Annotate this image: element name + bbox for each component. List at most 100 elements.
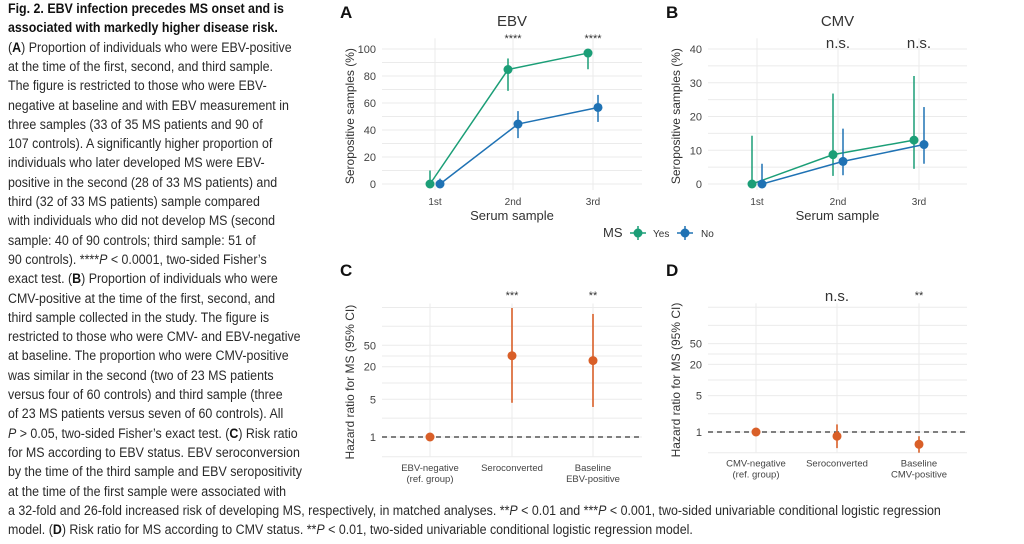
caption-text: 90 controls). **** [8,251,100,268]
data-point-no [435,179,445,189]
significance-label: n.s. [826,35,850,52]
caption-text: D [52,522,62,539]
caption-text: P [8,425,17,442]
chart-title: CMV [821,13,854,30]
caption-text: sample: 40 of 90 controls; third sample:… [8,232,256,249]
x-tick-label: 1st [750,197,764,208]
caption-text: at the time of the first sample were ass… [8,483,287,500]
data-point [751,427,761,437]
caption-text: for MS according to EBV status. EBV sero… [8,444,300,461]
data-point [507,351,517,361]
x-tick-label: EBV-negative [401,463,459,474]
caption-text: ) Risk ratio for MS according to CMV sta… [61,522,317,539]
data-point-no [593,102,603,112]
data-point-yes [909,135,919,145]
x-tick-label: CMV-negative [726,459,786,470]
caption-text: > 0.05, two-sided Fisher’s exact test. ( [16,425,230,442]
x-tick-label: Baseline [575,463,611,474]
caption-line: individuals who later developed MS were … [8,154,265,173]
caption-text: Fig. 2. EBV infection precedes MS onset … [8,1,284,17]
caption-text: was similar in the second (two of 23 MS … [8,367,274,384]
caption-text: restricted to those who were CMV- and EB… [8,329,301,346]
caption-line: at the time of the first sample were ass… [8,483,286,502]
caption-text: ) Proportion of individuals who were [81,271,278,288]
y-axis-label: Seropositive samples (%) [343,48,357,184]
x-tick-label: 3rd [912,197,926,208]
data-point-yes [747,179,757,189]
caption-line: with individuals who did not develop MS … [8,212,275,231]
caption-text: by the time of the third sample and EBV … [8,464,302,481]
caption-line: sample: 40 of 90 controls; third sample:… [8,232,256,251]
x-tick-label: EBV-positive [566,474,620,485]
legend-title: MS [603,225,623,240]
y-tick-label: 5 [370,394,376,406]
data-point-yes [828,150,838,160]
y-tick-label: 40 [364,125,376,137]
legend-label: No [701,229,714,240]
y-axis-label: Hazard ratio for MS (95% CI) [343,305,357,460]
y-tick-label: 40 [690,44,702,56]
y-tick-label: 50 [364,340,376,352]
caption-line: by the time of the third sample and EBV … [8,463,302,482]
y-tick-label: 5 [696,391,702,403]
legend-label: Yes [653,229,669,240]
caption-text: C [229,425,239,442]
caption-text: ) Proportion of individuals who were EBV… [21,39,292,56]
series-line-no [439,106,599,185]
caption-text: a 32-fold and 26-fold increased risk of … [8,502,510,519]
caption-line: versus four of 60 controls) and third sa… [8,386,283,405]
y-tick-label: 1 [370,432,376,444]
caption-text: The figure is restricted to those who we… [8,78,267,95]
caption-text: exact test. ( [8,271,73,288]
significance-label: n.s. [907,35,931,52]
x-tick-label: 2nd [830,197,847,208]
significance-label: n.s. [825,288,849,305]
data-point-yes [425,179,435,189]
significance-label: **** [584,33,602,45]
y-tick-label: 20 [364,152,376,164]
x-tick-label: 1st [428,197,442,208]
x-tick-label: (ref. group) [407,474,454,485]
caption-line: third sample collected in the study. The… [8,309,269,328]
caption-text: at the time of the first, second, and th… [8,58,273,75]
x-tick-label: (ref. group) [733,470,780,481]
caption-line: 107 controls). A significantly higher pr… [8,135,272,154]
caption-text: P [598,502,607,519]
caption-line: P > 0.05, two-sided Fisher’s exact test.… [8,425,298,444]
caption-text: model. ( [8,522,53,539]
caption-text: versus four of 60 controls) and third sa… [8,387,283,403]
x-tick-label: Baseline [901,459,937,470]
caption-line: associated with markedly higher disease … [8,19,278,38]
x-axis-label: Serum sample [470,208,554,223]
caption-line: a 32-fold and 26-fold increased risk of … [8,502,941,521]
x-tick-label: Seroconverted [481,463,543,474]
caption-text: ( [8,39,13,56]
caption-text: CMV-positive at the time of the first, s… [8,290,276,307]
caption-text: P [509,502,518,519]
significance-label: *** [506,290,520,302]
data-point-no [513,119,523,129]
y-tick-label: 50 [690,339,702,351]
y-tick-label: 1 [696,427,702,439]
caption-line: The figure is restricted to those who we… [8,77,267,96]
legend-key-point [633,228,643,238]
y-tick-label: 60 [364,98,376,110]
panel-label: C [340,261,352,280]
caption-text: at baseline. The proportion who were CMV… [8,348,289,365]
caption-line: at baseline. The proportion who were CMV… [8,347,289,366]
x-tick-label: Seroconverted [806,459,868,470]
caption-text: < 0.0001, two-sided Fisher’s [107,251,267,268]
panel-label: D [666,261,678,280]
data-point-no [757,179,767,189]
caption-text: third sample collected in the study. The… [8,309,270,326]
caption-line: for MS according to EBV status. EBV sero… [8,444,300,463]
data-point [425,432,435,442]
significance-label: **** [504,33,522,45]
caption-line: was similar in the second (two of 23 MS … [8,367,274,386]
caption-text: associated with markedly higher disease … [8,20,278,37]
y-axis-label: Seropositive samples (%) [669,48,683,184]
caption-line: restricted to those who were CMV- and EB… [8,328,301,347]
caption-text: P [99,251,108,268]
caption-text: positive in the second (28 of 33 MS pati… [8,174,278,191]
panel-label: A [340,3,352,22]
